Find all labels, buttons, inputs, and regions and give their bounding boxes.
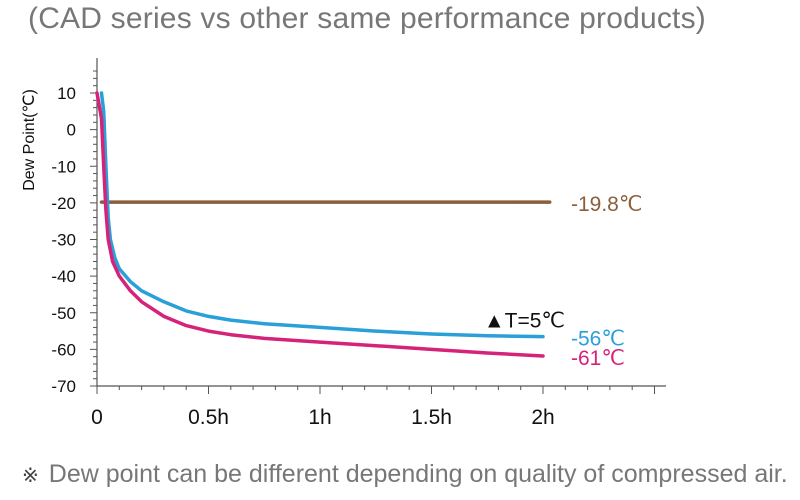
cad-label: -61℃ bbox=[571, 347, 625, 370]
x-tick-label: 1.5h bbox=[411, 406, 452, 429]
x-tick-label: 0.5h bbox=[188, 406, 229, 429]
series-group bbox=[95, 91, 552, 358]
footnote-text: Dew point can be different depending on … bbox=[48, 460, 788, 488]
y-tick-label: -60 bbox=[51, 340, 76, 359]
end-labels: -19.8℃ -56℃-61℃ ▲T=5℃ bbox=[484, 193, 643, 370]
y-tick-label: -70 bbox=[51, 377, 76, 396]
axes: Dew Point(℃) bbox=[21, 58, 666, 387]
cad-t5-label: -56℃ bbox=[571, 328, 625, 351]
y-tick-label: -20 bbox=[51, 194, 76, 213]
y-tick-label: -40 bbox=[51, 267, 76, 286]
delta-t-annotation: ▲T=5℃ bbox=[484, 310, 565, 333]
y-ticks: 10 0 -10 -20 -30 -40 -50 -60 -70 bbox=[51, 70, 97, 396]
y-tick-label: -10 bbox=[51, 157, 76, 176]
x-ticks: 0 0.5h 1h 1.5h 2h bbox=[91, 386, 655, 429]
chart-subtitle: (CAD series vs other same performance pr… bbox=[28, 2, 706, 35]
footnote: ※ Dew point can be different depending on… bbox=[22, 460, 788, 489]
cad-t5-line bbox=[99, 91, 545, 339]
y-tick-label: -50 bbox=[51, 304, 76, 323]
x-tick-label: 2h bbox=[531, 406, 554, 429]
x-tick-label: 0 bbox=[91, 406, 103, 429]
y-tick-label: -30 bbox=[51, 231, 76, 250]
other-product-label: -19.8℃ bbox=[571, 193, 642, 216]
x-tick-label: 1h bbox=[308, 406, 331, 429]
y-axis-title: Dew Point(℃) bbox=[21, 89, 38, 191]
reference-mark: ※ bbox=[22, 465, 39, 487]
y-tick-label: 10 bbox=[57, 84, 76, 103]
cad-line bbox=[95, 91, 545, 358]
y-tick-label: 0 bbox=[67, 121, 76, 140]
